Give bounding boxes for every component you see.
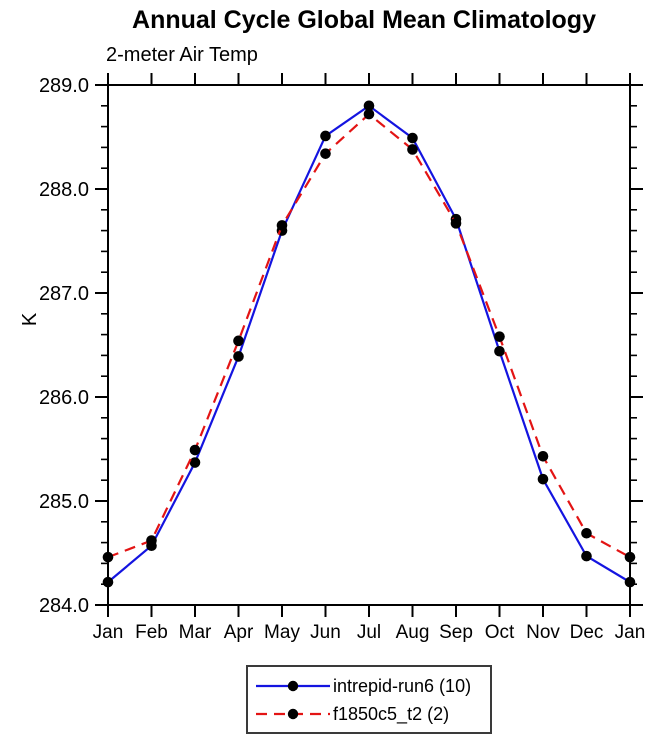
y-tick-label: 284.0 [39,595,89,617]
data-point [537,450,549,462]
series-line-0 [107,104,631,584]
legend: intrepid-run6 (10) f1850c5_t2 (2) [246,665,492,734]
y-tick-label: 286.0 [39,387,89,409]
x-tick-label: Aug [396,622,430,643]
data-point [233,335,244,347]
y-tick-label: 289.0 [39,75,89,97]
data-point [494,331,505,342]
data-point [407,144,418,155]
x-tick-label: Apr [224,622,254,643]
legend-line-sample-dashed [256,708,330,720]
y-tick-label: 287.0 [39,283,89,305]
legend-line-sample-solid [256,680,330,692]
data-point [102,551,114,563]
x-tick-label: Mar [179,622,212,643]
x-tick-label: Jan [93,622,124,643]
data-point [407,132,418,144]
data-point [624,551,636,563]
legend-marker-icon [287,708,299,720]
x-tick-label: May [264,622,300,643]
x-tick-label: Feb [135,622,168,643]
data-point [581,550,592,562]
data-point [363,108,375,120]
data-point [102,576,114,588]
x-tick-label: Jun [310,622,341,643]
data-point [276,220,288,231]
data-point [189,457,201,468]
data-point [363,100,375,112]
y-tick-label: 285.0 [39,491,89,513]
y-tick-label: 288.0 [39,179,89,201]
x-tick-label: Jan [615,622,646,643]
legend-marker-icon [287,680,299,692]
legend-label: intrepid-run6 (10) [333,675,472,696]
chart-title: Annual Cycle Global Mean Climatology [132,6,596,34]
data-point [537,473,549,485]
x-tick-label: Nov [526,622,560,643]
data-point [189,444,201,456]
data-point [624,576,636,588]
series-line-1 [107,112,631,559]
data-point [233,351,244,362]
x-tick-label: Dec [570,622,604,643]
data-point [450,218,462,229]
chart-subtitle: 2-meter Air Temp [106,44,258,66]
legend-label: f1850c5_t2 (2) [333,703,450,724]
plot-frame [107,84,631,606]
data-point [146,535,157,546]
data-point [494,345,505,357]
data-point [581,527,592,539]
data-point [320,130,331,142]
data-point [320,148,331,159]
x-tick-label: Oct [485,622,515,643]
x-tick-label: Sep [439,622,473,643]
x-tick-label: Jul [357,622,381,643]
legend-item: f1850c5_t2 (2) [254,700,484,728]
legend-item: intrepid-run6 (10) [254,672,484,700]
